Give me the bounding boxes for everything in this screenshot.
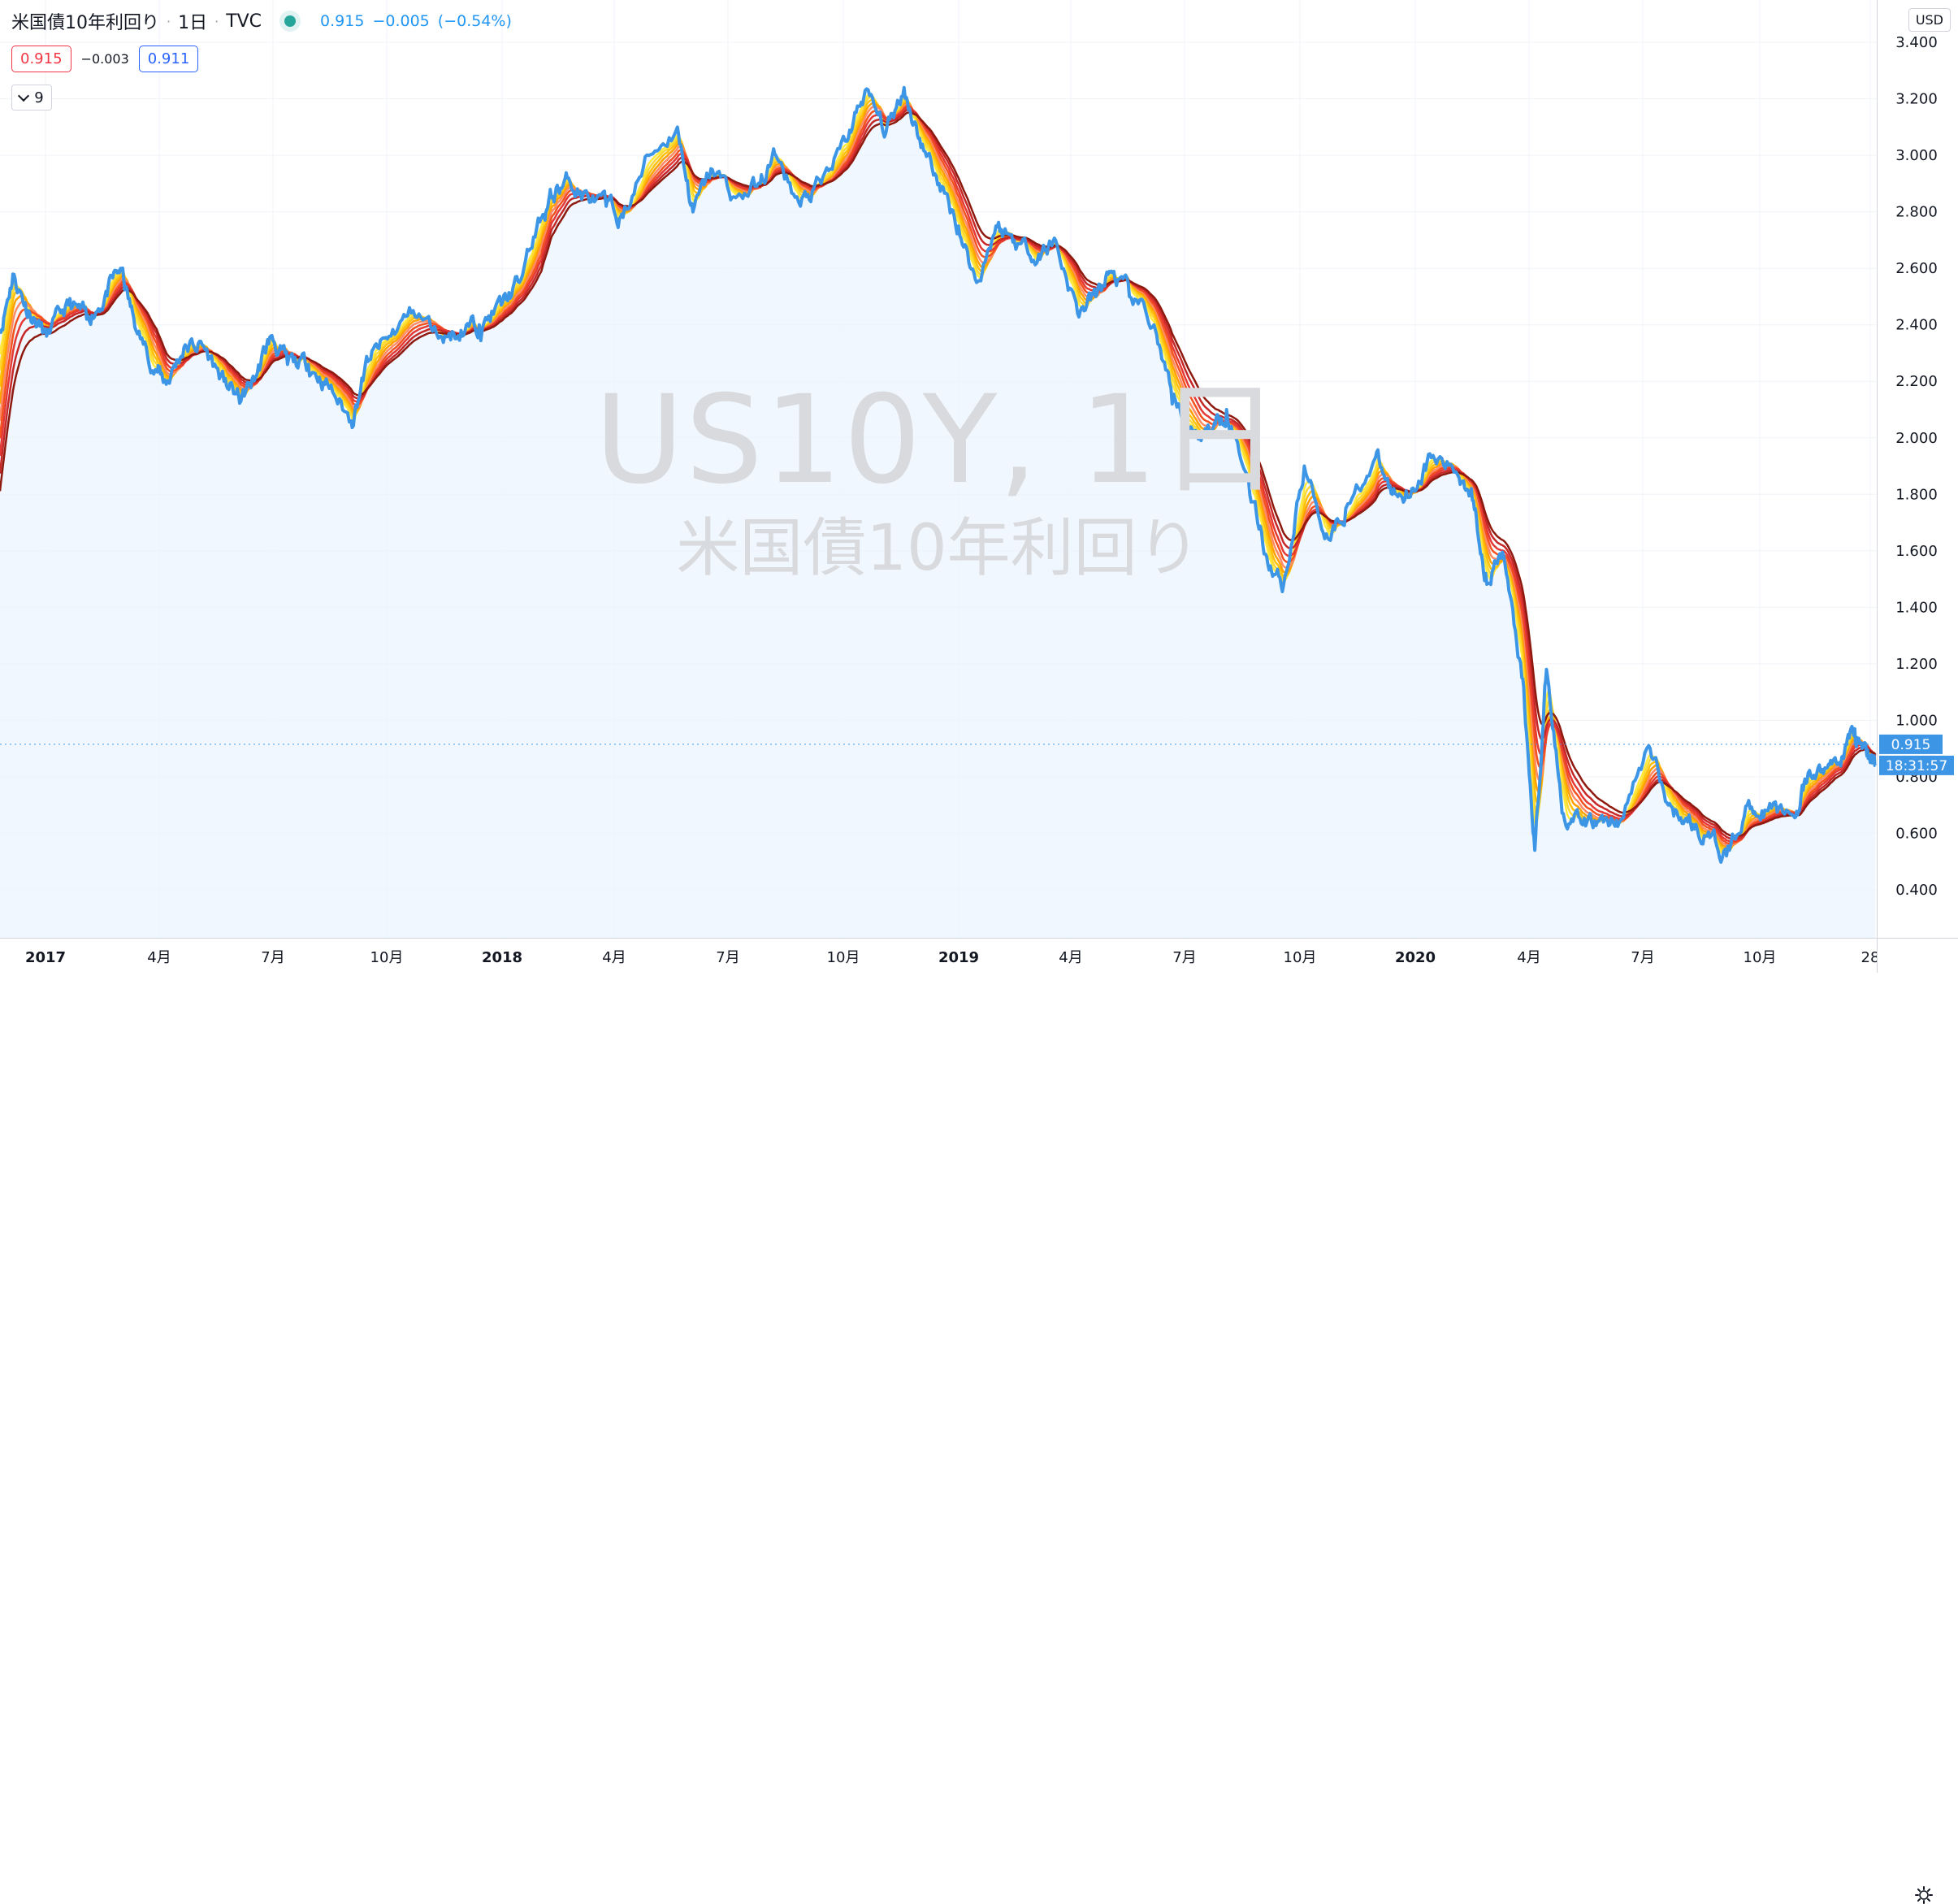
- time-tick-label: 10月: [1284, 949, 1317, 966]
- time-tick-label: 7月: [1172, 949, 1196, 966]
- time-tick-label: 2019: [938, 949, 979, 966]
- legend-separator: ·: [214, 13, 219, 29]
- symbol-title[interactable]: 米国債10年利回り: [11, 13, 159, 33]
- change-value: −0.005: [372, 12, 430, 30]
- indicator-count: 9: [34, 89, 44, 106]
- time-tick-label: 2020: [1395, 949, 1436, 966]
- price-chart[interactable]: [0, 0, 1877, 938]
- currency-button[interactable]: USD: [1908, 8, 1951, 32]
- price-tick-label: 1.400: [1895, 599, 1938, 616]
- symbol-legend: 米国債10年利回り · 1日 · TVC 0.915 −0.005 (−0.54%): [11, 8, 520, 34]
- price-line: [0, 85, 1877, 864]
- last-price-badge: [1879, 734, 1943, 754]
- time-tick-label: 4月: [147, 949, 171, 966]
- price-tick-label: 0.400: [1895, 882, 1938, 899]
- spread-value: −0.003: [80, 51, 129, 67]
- price-tick-label: 3.200: [1895, 91, 1938, 108]
- price-tick-label: 2.200: [1895, 373, 1938, 390]
- exchange-label: TVC: [226, 11, 262, 32]
- quote-values: 0.915 −0.005 (−0.54%): [320, 12, 520, 30]
- last-value: 0.915: [320, 12, 365, 30]
- time-tick-label: 7月: [1631, 949, 1654, 966]
- price-axis-labels: 3.400 3.200 3.000 2.800 2.600 2.400 2.200 2.000…: [1879, 34, 1954, 899]
- time-tick-label: 4月: [602, 949, 626, 966]
- bid-button[interactable]: 0.915: [11, 46, 71, 72]
- price-tick-label: 3.400: [1895, 34, 1938, 51]
- price-tick-label: 1.800: [1895, 486, 1938, 503]
- last-price-label: 0.915: [1891, 737, 1931, 753]
- ema-line: [0, 108, 1877, 840]
- settings-icon[interactable]: [1915, 1886, 1933, 1904]
- ema-line: [0, 111, 1877, 837]
- time-tick-label: 10月: [827, 949, 860, 966]
- axis-corner: [1877, 938, 1958, 1904]
- time-tick-label: 2017: [25, 949, 66, 966]
- ask-button[interactable]: 0.911: [138, 46, 199, 72]
- price-tick-label: 2.000: [1895, 430, 1938, 447]
- countdown-label: 18:31:57: [1886, 758, 1947, 774]
- legend-separator: ·: [167, 13, 171, 29]
- time-tick-label: 7月: [261, 949, 284, 966]
- time-tick-label: 28: [1861, 949, 1877, 966]
- price-tick-label: 1.200: [1895, 656, 1938, 673]
- time-tick-label: 10月: [370, 949, 404, 966]
- price-tick-label: 2.800: [1895, 204, 1938, 221]
- time-tick-label: 4月: [1059, 949, 1082, 966]
- price-tick-label: 2.600: [1895, 260, 1938, 277]
- time-tick-label: 2018: [482, 949, 522, 966]
- plot-area[interactable]: US10Y, 1日 米国債10年利回り 米国債10年利回り · 1日 · TVC…: [0, 0, 1877, 938]
- interval-label[interactable]: 1日: [178, 13, 208, 33]
- time-axis[interactable]: 2017 4月 7月 10月 2018 4月 7月 10月 2019 4月 7月 10月 2020 4月 7…: [0, 938, 1880, 973]
- chevron-down-icon: [18, 89, 30, 102]
- price-tick-label: 0.600: [1895, 825, 1938, 842]
- countdown-badge: [1879, 755, 1954, 775]
- time-tick-label: 7月: [716, 949, 739, 966]
- bid-ask-row: 0.915 −0.003 0.911: [11, 46, 199, 72]
- price-area-fill: [0, 87, 1876, 938]
- time-axis-labels: 2017 4月 7月 10月 2018 4月 7月 10月 2019 4月 7月 10月 2020 4月 7…: [25, 949, 1880, 966]
- price-axis[interactable]: USD 3.400 3.200 3.000 2.800 2.600 2.400 2.200 2…: [1877, 0, 1958, 938]
- price-tick-label: 1.600: [1895, 543, 1938, 560]
- market-status-icon[interactable]: [284, 15, 297, 27]
- time-tick-label: 4月: [1517, 949, 1540, 966]
- indicators-toggle-button[interactable]: 9: [11, 85, 52, 111]
- price-tick-label: 3.000: [1895, 147, 1938, 164]
- time-tick-label: 10月: [1744, 949, 1777, 966]
- price-tick-label: 2.400: [1895, 317, 1938, 334]
- price-tick-label: 1.000: [1895, 712, 1938, 729]
- change-percent: (−0.54%): [437, 12, 512, 30]
